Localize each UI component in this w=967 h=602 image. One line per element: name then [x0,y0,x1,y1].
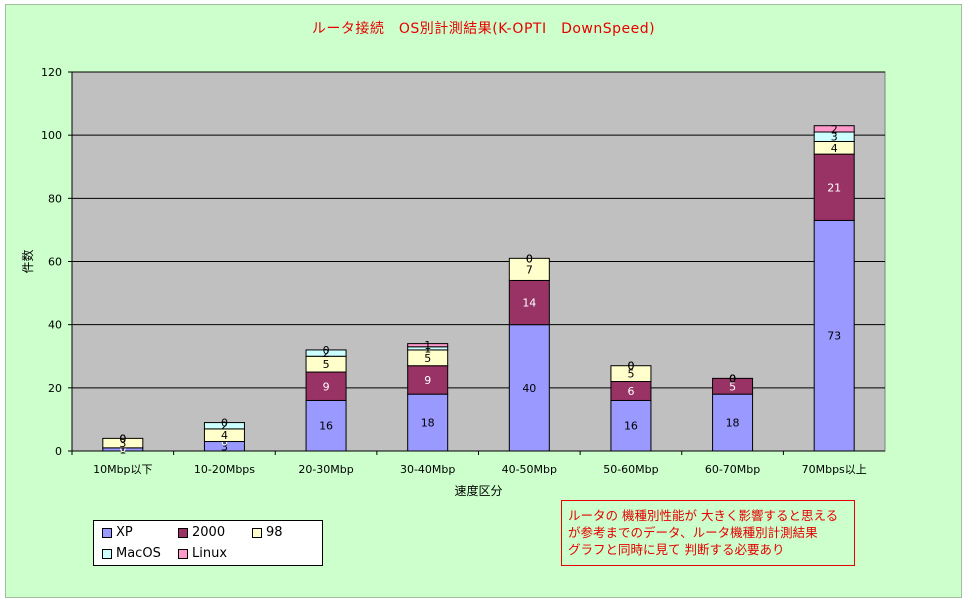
legend-label-2000: 2000 [192,525,226,540]
data-label: 0 [526,252,533,265]
data-label: 3 [119,437,126,450]
data-label: 2 [831,123,838,136]
data-label: 0 [323,344,330,357]
legend-item-macos: MacOS [102,546,161,561]
legend-swatch-macos [102,548,112,559]
legend-label-linux: Linux [192,546,228,561]
y-tick-label: 60 [48,256,62,269]
bar-segment [102,437,144,449]
x-tick-label: 30-40Mbp [400,463,455,476]
note-box: ルータの 機種別性能が 大きく影響すると思える が参考までのデータ、ルータ機種別… [561,500,855,566]
data-label: 9 [424,374,431,387]
data-label: 5 [627,368,634,381]
note-line: ルータの 機種別性能が 大きく影響すると思える [568,508,839,523]
legend-item-98: 98 [252,525,283,540]
x-axis-title: 速度区分 [454,483,502,498]
y-tick-label: 80 [48,192,62,205]
bar-segment [407,365,449,395]
x-tick-label: 20-30Mbp [298,463,353,476]
bar-segment [610,365,652,383]
legend: XP 2000 98 MacOS Linux [93,520,323,566]
data-label: 9 [323,380,330,393]
bar-segment [305,349,347,357]
legend-label-xp: XP [116,525,133,540]
data-label: 1 [424,342,431,355]
data-label: 3 [831,131,838,144]
bar-segment [610,399,652,452]
data-label: 16 [624,420,638,433]
data-label: 4 [831,142,838,155]
y-tick-label: 100 [41,129,62,142]
note-line: グラフと同時に見て 判断する必要あり [568,542,785,557]
data-label: 5 [323,358,330,371]
bar-segment [305,399,347,452]
x-tick-label: 70Mbps以上 [802,463,867,476]
data-label: 5 [729,380,736,393]
legend-label-98: 98 [266,525,283,540]
legend-item-linux: Linux [178,546,227,561]
x-tick-label: 40-50Mbp [502,463,557,476]
chart-title: ルータ接続 OS別計測結果(K-OPTI DownSpeed) [311,21,656,37]
data-label: 0 [119,442,126,455]
bar-segment [508,324,550,452]
data-label: 0 [627,360,634,373]
data-label: 1 [119,443,126,456]
data-label: 7 [526,263,533,276]
data-label: 4 [221,429,228,442]
legend-swatch-2000 [178,527,188,538]
data-label: 18 [421,417,435,430]
bar-segment [712,393,754,452]
y-axis-title: 件数 [20,249,35,273]
data-label: 14 [522,297,536,310]
y-tick-label: 120 [41,66,62,79]
data-label: 2 [323,347,330,360]
x-tick-label: 10-20Mbps [194,463,255,476]
legend-label-macos: MacOS [116,546,161,561]
data-label: 2 [221,420,228,433]
legend-swatch-linux [178,548,188,559]
data-label: 5 [424,352,431,365]
data-label: 16 [319,420,333,433]
data-label: 0 [729,372,736,385]
legend-swatch-xp [102,527,112,538]
bar-segment [508,257,550,281]
bar-segment [203,422,245,430]
data-label: 0 [729,372,736,385]
legend-item-xp: XP [102,525,133,540]
data-label: 73 [827,330,841,343]
note-line: が参考までのデータ、ルータ機種別計測結果 [568,525,818,540]
data-label: 6 [627,385,634,398]
data-label: 18 [726,417,740,430]
y-tick-label: 20 [48,382,62,395]
data-label: 0 [729,372,736,385]
bar-segment [305,371,347,401]
bar-segment [508,279,550,326]
x-tick-label: 50-60Mbp [603,463,658,476]
x-tick-label: 60-70Mbp [705,463,760,476]
bar-segment [407,343,449,348]
data-label: 0 [119,432,126,445]
data-label: 0 [119,432,126,445]
data-label: 21 [827,181,841,194]
bar-segment [712,377,754,395]
y-tick-label: 0 [55,445,62,458]
legend-item-2000: 2000 [178,525,225,540]
y-tick-label: 40 [48,319,62,332]
bar-segment [813,153,855,221]
bar-segment [813,125,855,133]
data-label: 3 [221,440,228,453]
data-label: 0 [526,252,533,265]
data-label: 0 [221,417,228,430]
data-label: 40 [522,382,536,395]
bar-segment [407,393,449,452]
x-tick-label: 10Mbp以下 [93,463,152,476]
data-label: 1 [424,339,431,352]
data-label: 0 [627,360,634,373]
legend-swatch-98 [252,527,262,538]
